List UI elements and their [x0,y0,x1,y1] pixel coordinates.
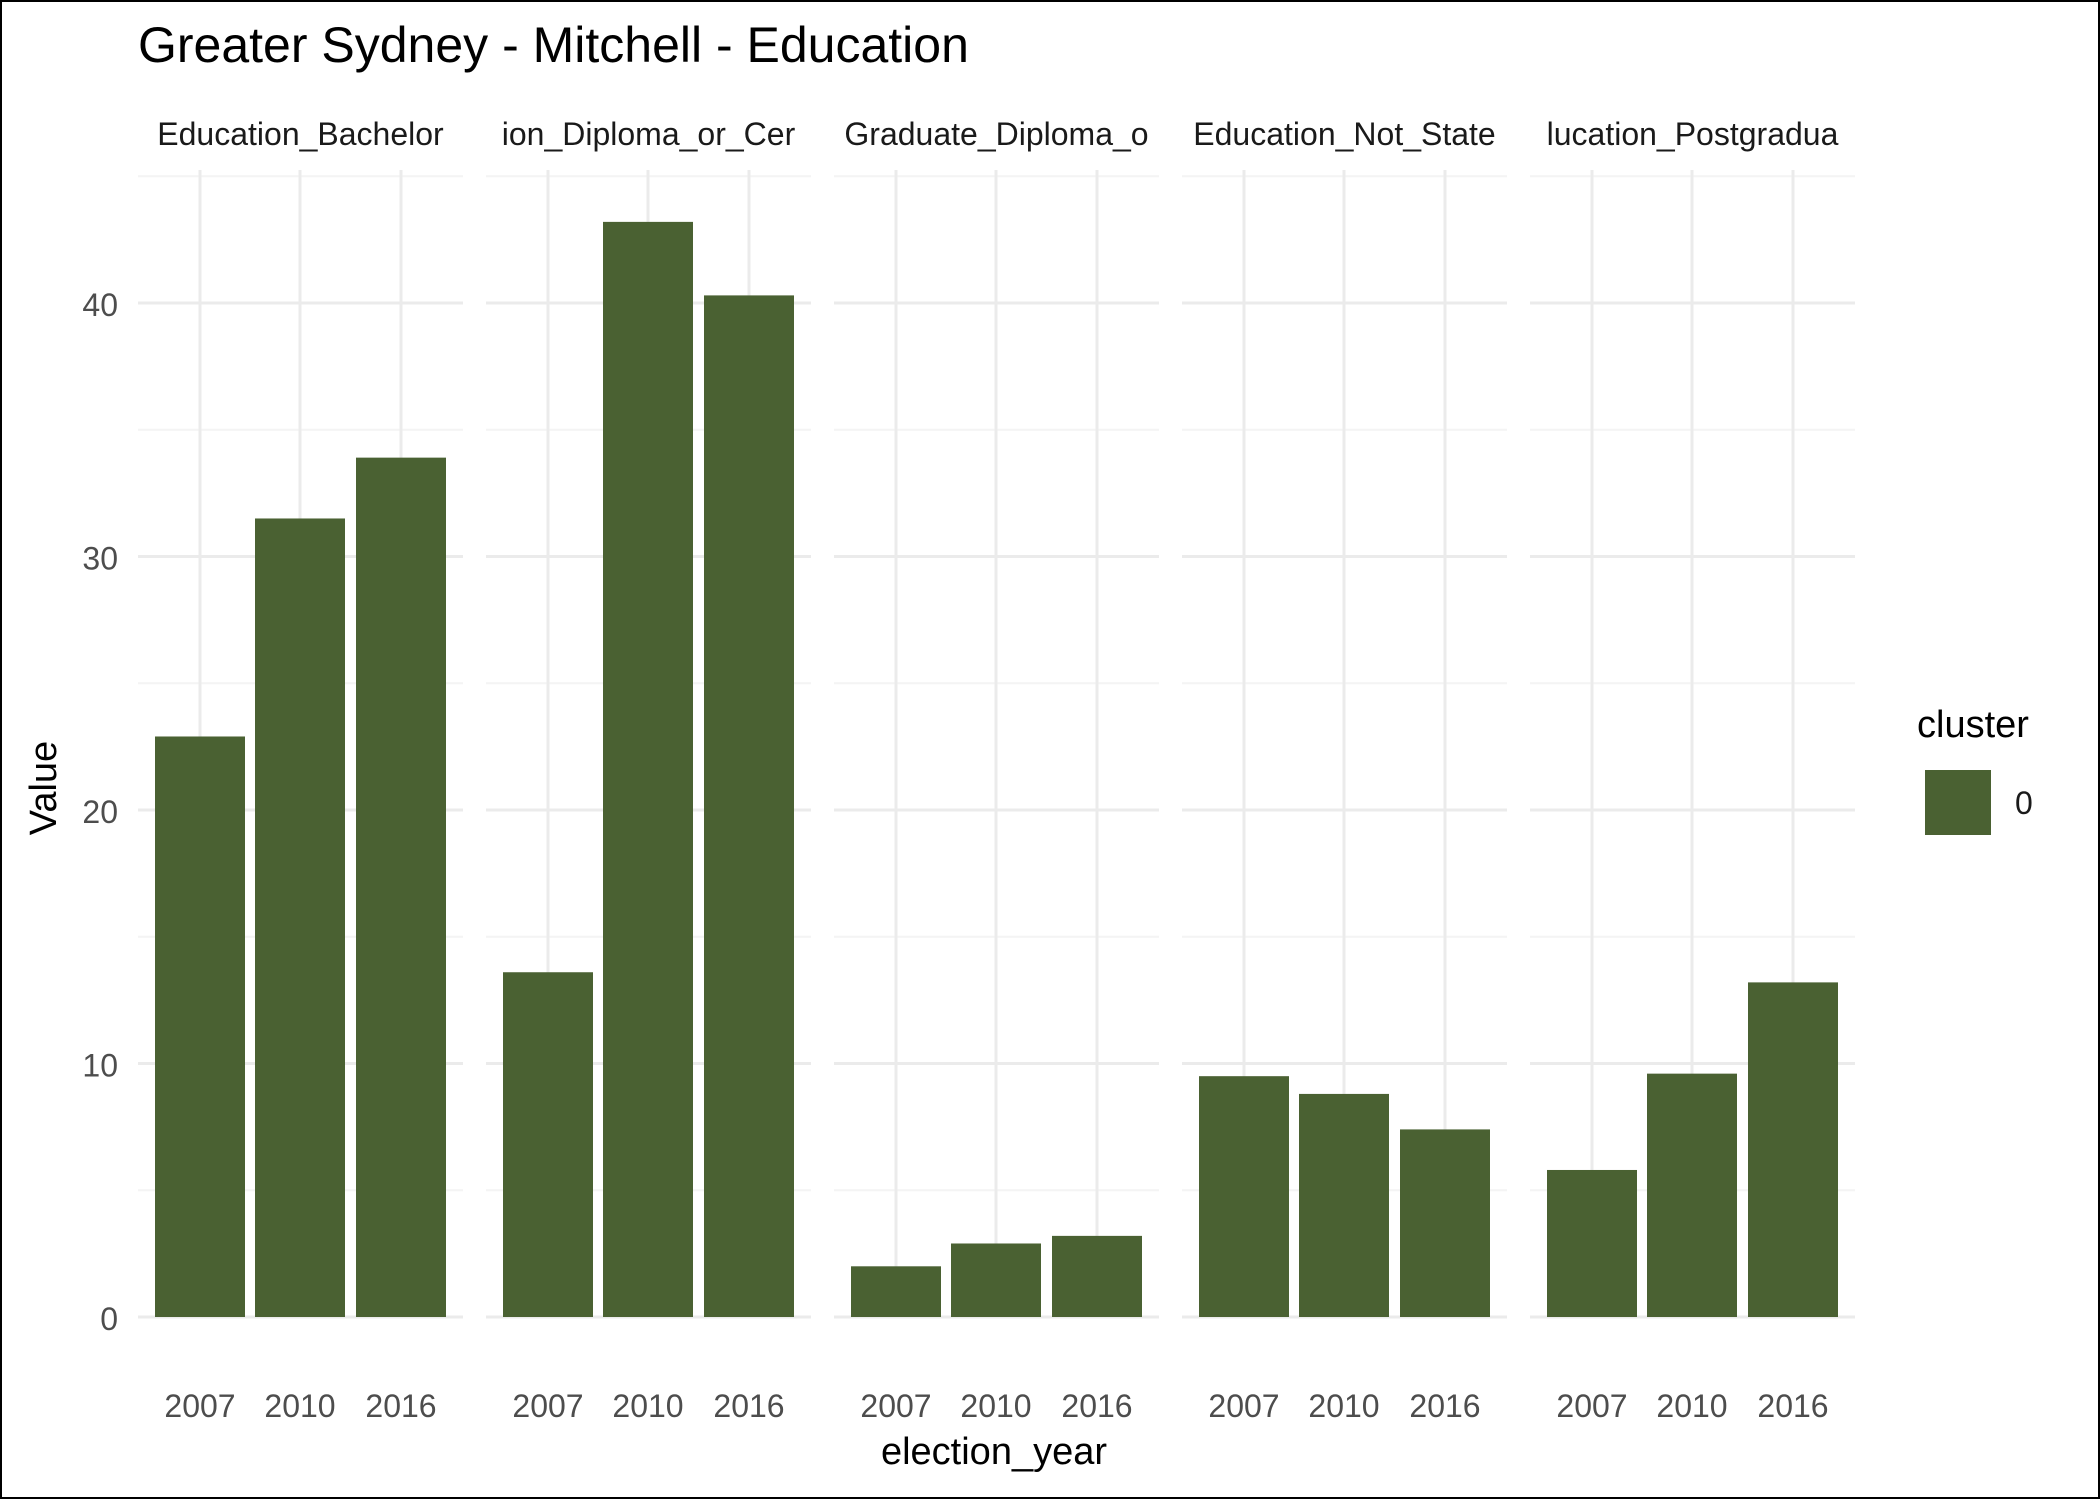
bar [255,518,345,1317]
facet-strip-label: Education_Not_State [1193,116,1495,152]
bar [1647,1073,1737,1317]
facet-strip-label: ion_Diploma_or_Cer [502,116,796,152]
x-tick-label: 2016 [1409,1388,1480,1424]
legend-title: cluster [1917,704,2029,746]
x-tick-label: 2010 [1308,1388,1379,1424]
x-tick-label: 2007 [512,1388,583,1424]
y-tick-label: 20 [82,794,118,830]
x-tick-label: 2016 [1757,1388,1828,1424]
y-tick-label: 40 [82,287,118,323]
bar [603,221,693,1317]
legend: cluster 0 [1917,704,2033,835]
y-axis: 0 10 20 30 40 [82,287,118,1337]
facet-strip-label: Education_Bachelor [157,116,444,152]
legend-swatch [1925,770,1991,835]
facet-panel: ion_Diploma_or_Cer 2007 2010 2016 [486,116,811,1424]
y-tick-label: 30 [82,541,118,577]
x-tick-label: 2010 [264,1388,335,1424]
bar [356,457,446,1317]
x-tick-label: 2016 [365,1388,436,1424]
y-tick-label: 0 [100,1301,118,1337]
x-tick-label: 2010 [960,1388,1031,1424]
x-tick-label: 2007 [1556,1388,1627,1424]
x-tick-label: 2007 [860,1388,931,1424]
facet-panel: Education_Not_State 2007 2010 2016 [1182,116,1507,1424]
facet-panel: Education_Bachelor 2007 2010 2016 [138,116,463,1424]
bar [951,1243,1041,1317]
legend-item-label: 0 [2015,785,2033,821]
x-tick-label: 2010 [612,1388,683,1424]
facet-panel: lucation_Postgradua 2007 2010 2016 [1530,116,1855,1424]
bar [155,736,245,1317]
bar [1547,1169,1637,1317]
x-tick-label: 2007 [1208,1388,1279,1424]
bar [1052,1235,1142,1317]
bar [851,1266,941,1317]
x-axis-label: election_year [881,1431,1107,1473]
y-axis-label: Value [23,741,65,835]
x-tick-label: 2007 [164,1388,235,1424]
facet-panel: Graduate_Diploma_o 2007 2010 2016 [834,116,1159,1424]
bar [1299,1093,1389,1317]
chart-title: Greater Sydney - Mitchell - Education [138,17,969,73]
y-tick-label: 10 [82,1048,118,1084]
facet-strip-label: Graduate_Diploma_o [844,116,1148,152]
bar [704,295,794,1317]
facet-strip-label: lucation_Postgradua [1547,116,1839,152]
bar [1199,1076,1289,1317]
x-tick-label: 2010 [1656,1388,1727,1424]
x-tick-label: 2016 [713,1388,784,1424]
bar [503,972,593,1317]
bar [1748,982,1838,1317]
bar [1400,1129,1490,1317]
x-tick-label: 2016 [1061,1388,1132,1424]
